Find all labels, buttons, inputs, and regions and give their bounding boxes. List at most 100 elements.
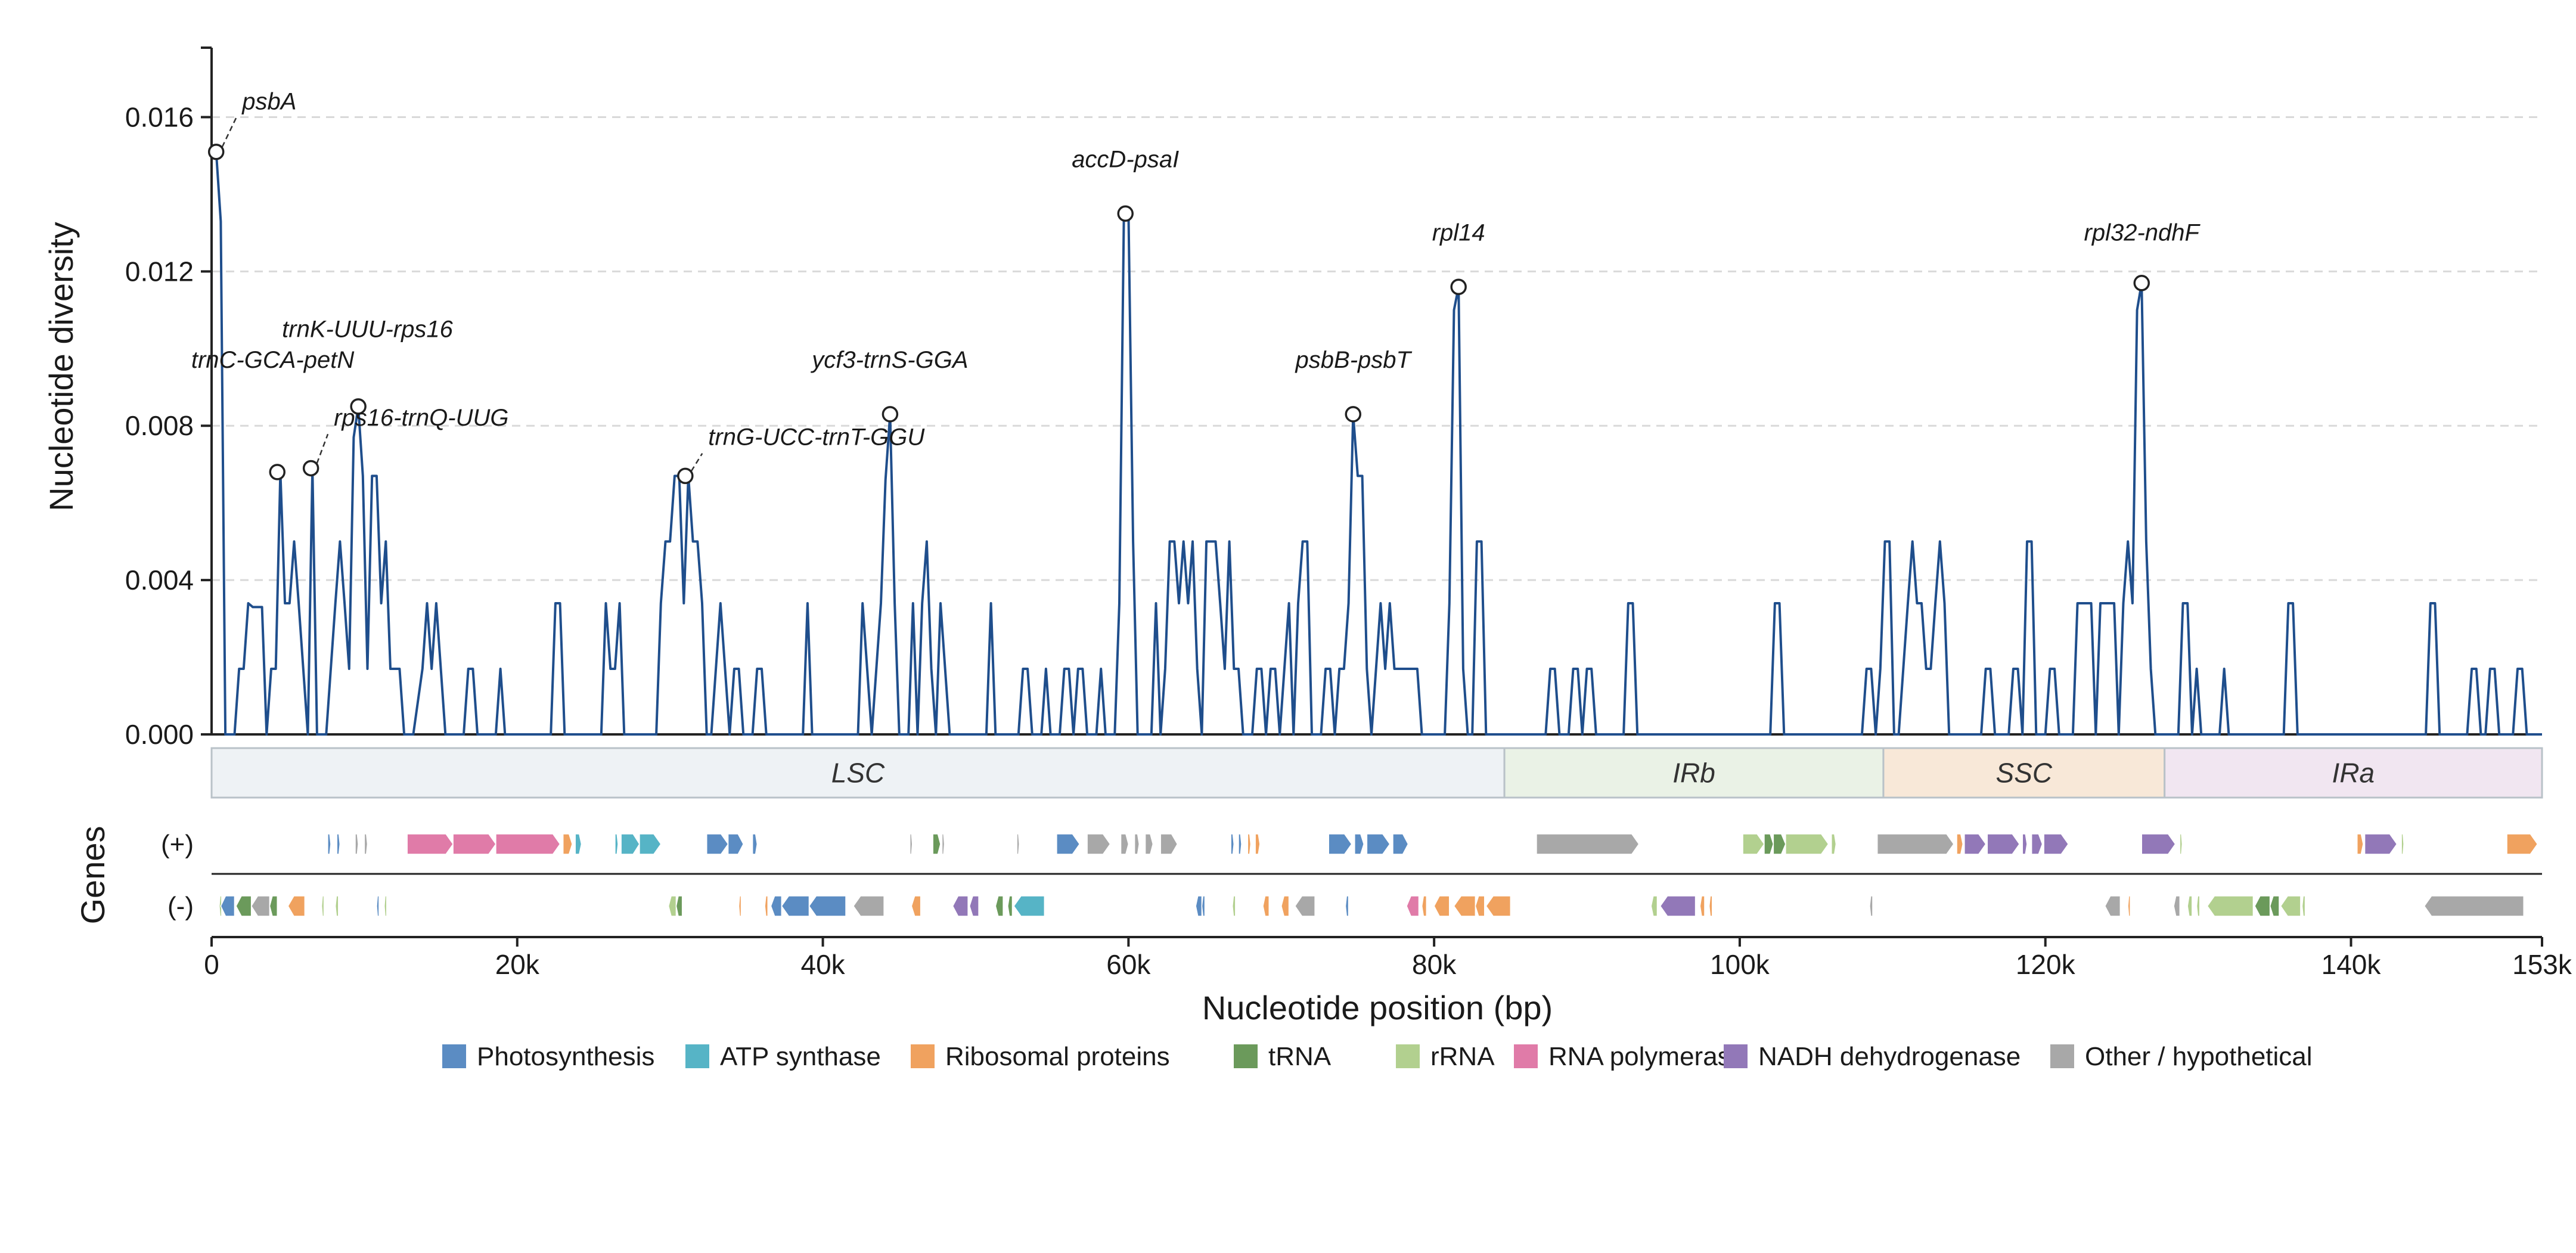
gene-minus <box>235 895 252 917</box>
gene-minus <box>995 895 1004 917</box>
gene-plus <box>1247 833 1252 855</box>
gene-minus <box>1345 895 1349 917</box>
gene-minus <box>287 895 306 917</box>
x-tick-label: 100k <box>1710 949 1770 980</box>
gene-plus <box>2364 833 2398 855</box>
gene-minus <box>220 895 235 917</box>
gene-plus <box>1354 833 1364 855</box>
gridlines <box>212 116 2542 581</box>
y-tick-label: 0.012 <box>125 256 194 287</box>
gene-plus <box>1876 833 1954 855</box>
gene-plus <box>1366 833 1391 855</box>
gene-plus <box>562 833 573 855</box>
peak-leader <box>221 117 237 148</box>
gene-minus <box>1453 895 1476 917</box>
region-label: LSC <box>831 758 885 789</box>
peak-marker <box>1117 205 1134 222</box>
x-tick-label: 40k <box>800 949 845 980</box>
legend-label: tRNA <box>1268 1042 1332 1071</box>
genes-axis-label: Genes <box>74 826 111 925</box>
gene-plus <box>575 833 582 855</box>
peak-label: accD-psaI <box>1072 147 1179 173</box>
gene-minus <box>383 895 387 917</box>
gene-plus <box>1773 833 1786 855</box>
gene-minus <box>808 895 846 917</box>
gene-plus <box>1987 833 2021 855</box>
y-tick-label: 0.016 <box>125 101 194 132</box>
x-tick-label: 80k <box>1412 949 1457 980</box>
gene-minus <box>250 895 271 917</box>
legend-swatch <box>685 1044 709 1068</box>
gene-plus <box>614 833 619 855</box>
gene-minus <box>2301 895 2306 917</box>
gene-minus <box>334 895 339 917</box>
gene-plus <box>639 833 662 855</box>
gene-plus <box>355 833 359 855</box>
gene-plus <box>1120 833 1129 855</box>
peak-label: rps16-trnQ-UUG <box>334 405 508 431</box>
legend-swatch <box>1514 1044 1538 1068</box>
gene-minus <box>1013 895 1045 917</box>
gene-plus <box>2401 833 2404 855</box>
gene-plus <box>2022 833 2028 855</box>
gene-minus <box>668 895 677 917</box>
legend-label: ATP synthase <box>720 1042 881 1071</box>
legend-swatch <box>2050 1044 2074 1068</box>
peak-marker <box>269 464 285 480</box>
peak-label: ycf3-trnS-GGA <box>810 347 968 373</box>
gene-plus <box>364 833 368 855</box>
gene-minus <box>969 895 979 917</box>
gene-map <box>212 833 2542 917</box>
peak-label: psbB-psbT <box>1295 347 1413 373</box>
x-tick-label: 120k <box>2016 949 2076 980</box>
gene-plus <box>1742 833 1765 855</box>
region-irb <box>1503 747 1885 799</box>
gene-plus <box>1016 833 1020 855</box>
y-tick-label: 0.008 <box>125 410 194 441</box>
gene-plus <box>1134 833 1140 855</box>
gene-minus <box>1201 895 1206 917</box>
gene-plus <box>1230 833 1235 855</box>
gene-plus <box>2179 833 2183 855</box>
peak-marker <box>207 143 225 160</box>
gene-plus <box>909 833 913 855</box>
peak-label: psbA <box>241 89 296 115</box>
legend-label: Photosynthesis <box>477 1042 654 1071</box>
gene-plus <box>727 833 744 855</box>
gene-plus <box>2043 833 2069 855</box>
gene-plus <box>1764 833 1774 855</box>
gene-plus <box>336 833 341 855</box>
legend: Photosynthesis ATP synthase Ribosomal prot… <box>442 1042 2313 1071</box>
gene-minus <box>1406 895 1420 917</box>
gene-plus <box>452 833 496 855</box>
peak-label: rpl32-ndhF <box>2084 220 2201 246</box>
gene-plus <box>495 833 561 855</box>
x-tick-label: 0 <box>204 949 219 980</box>
gene-plus <box>1785 833 1829 855</box>
strand-minus-label: (-) <box>167 892 194 921</box>
gene-minus <box>1421 895 1427 917</box>
gene-plus <box>406 833 454 855</box>
gene-plus <box>1255 833 1261 855</box>
gene-minus <box>1699 895 1705 917</box>
legend-swatch <box>911 1044 935 1068</box>
x-tick-label: 60k <box>1106 949 1151 980</box>
gene-minus <box>952 895 969 917</box>
peak-label: trnG-UCC-trnT-GGU <box>708 424 925 451</box>
gene-plus <box>1328 833 1352 855</box>
diversity-series <box>212 150 2542 736</box>
region-label: IRb <box>1672 758 1715 789</box>
gene-minus <box>1485 895 1512 917</box>
region-label: SSC <box>1996 758 2053 789</box>
region-lsc <box>210 747 1506 799</box>
gene-plus <box>1087 833 1111 855</box>
peak-label: rpl14 <box>1432 220 1485 246</box>
strand-plus-label: (+) <box>161 830 194 859</box>
gene-minus <box>2206 895 2254 917</box>
gene-minus <box>1294 895 1315 917</box>
peak-leader <box>690 452 703 472</box>
x-axis: 0 20k 40k 60k 80k 100k 120k 140k 153k <box>204 936 2572 980</box>
region-ira <box>2164 747 2543 799</box>
x-tick-label: 20k <box>495 949 540 980</box>
